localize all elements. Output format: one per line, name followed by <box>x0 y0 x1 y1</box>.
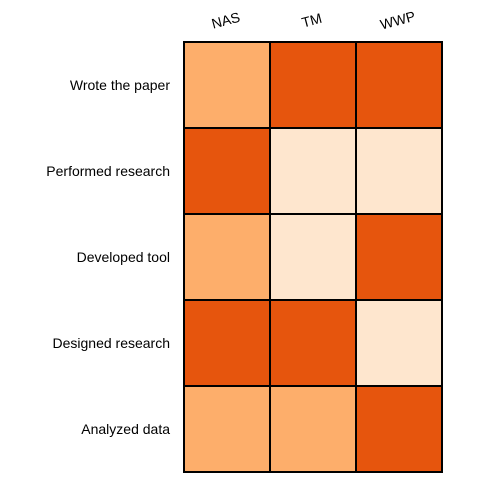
row-label-developed-tool: Developed tool <box>77 249 170 265</box>
heatmap-cell-analyzed-data-tm <box>269 385 357 473</box>
heatmap-cell-designed-research-wwp <box>355 299 443 387</box>
heatmap-cell-performed-research-nas <box>183 127 271 215</box>
column-labels: NAS TM WWP <box>210 8 417 33</box>
column-label-nas: NAS <box>210 9 242 32</box>
heatmap-cell-developed-tool-wwp <box>355 213 443 301</box>
heatmap-cell-designed-research-tm <box>269 299 357 387</box>
heatmap-cell-analyzed-data-wwp <box>355 385 443 473</box>
row-label-wrote-the-paper: Wrote the paper <box>70 77 170 93</box>
heatmap-cell-wrote-the-paper-nas <box>183 41 271 129</box>
heatmap-cells <box>183 41 443 473</box>
heatmap-cell-designed-research-nas <box>183 299 271 387</box>
row-label-performed-research: Performed research <box>46 163 170 179</box>
heatmap-cell-wrote-the-paper-wwp <box>355 41 443 129</box>
heatmap-cell-developed-tool-nas <box>183 213 271 301</box>
column-label-tm: TM <box>300 10 324 31</box>
column-label-wwp: WWP <box>378 8 417 33</box>
row-label-designed-research: Designed research <box>52 335 170 351</box>
heatmap-cell-wrote-the-paper-tm <box>269 41 357 129</box>
row-labels: Wrote the paper Performed research Develop… <box>46 77 170 437</box>
heatmap-cell-analyzed-data-nas <box>183 385 271 473</box>
heatmap-cell-performed-research-tm <box>269 127 357 215</box>
heatmap-cell-developed-tool-tm <box>269 213 357 301</box>
row-label-analyzed-data: Analyzed data <box>81 421 170 437</box>
heatmap-cell-performed-research-wwp <box>355 127 443 215</box>
